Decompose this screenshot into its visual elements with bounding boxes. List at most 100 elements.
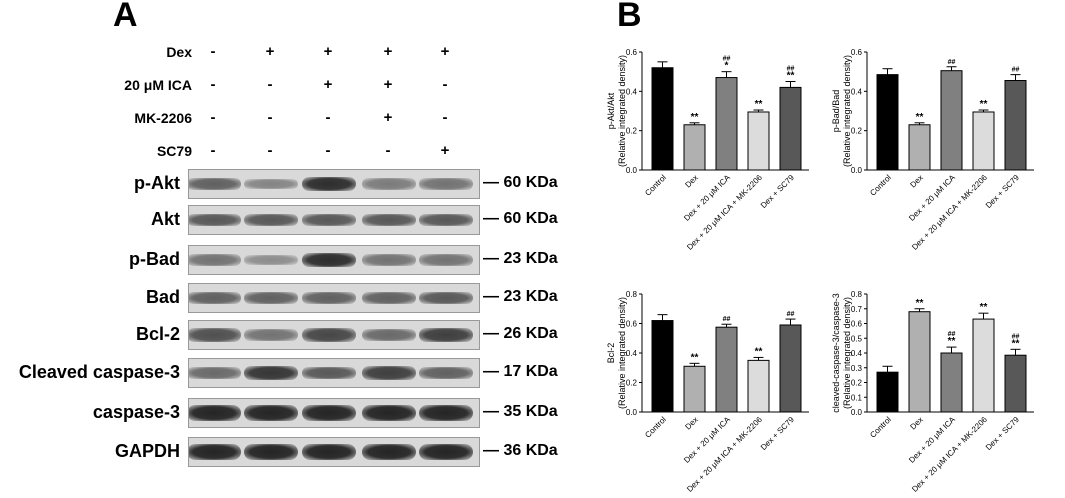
blot-band	[189, 254, 241, 266]
kda-text: 23 KDa	[503, 250, 558, 267]
blot-band	[362, 329, 416, 341]
treatment-sign: -	[210, 142, 216, 159]
blot-strip	[188, 398, 480, 428]
chart-p-akt: p-Akt/Akt(Relative integrated density)0.…	[606, 48, 809, 252]
blot-label: Bad	[145, 287, 180, 307]
significance-star: **	[948, 336, 956, 347]
y-tick-label: 0.7	[851, 305, 863, 314]
molecular-weight-label: — 23 KDa	[483, 288, 558, 306]
y-axis-label: cleaved-caspase-3/caspase-3(Relative int…	[831, 293, 852, 413]
marker-dash: —	[483, 442, 504, 459]
panel-b-letter: B	[617, 0, 642, 34]
significance-star: **	[1012, 338, 1020, 349]
treatment-sign: +	[440, 142, 450, 159]
significance-hash: ##	[787, 66, 795, 73]
marker-dash: —	[483, 325, 504, 342]
significance-star: **	[980, 99, 988, 110]
treatment-sign: +	[383, 109, 393, 126]
blot-band	[244, 178, 298, 190]
blot-strip	[188, 205, 480, 235]
blot-label: Bcl-2	[135, 324, 180, 344]
significance-star: **	[916, 112, 924, 123]
treatment-sign: -	[210, 43, 216, 60]
kda-text: 36 KDa	[503, 442, 558, 459]
significance-star: **	[755, 346, 763, 357]
treatment-sign: -	[442, 76, 448, 93]
blot-band	[244, 365, 298, 381]
blot-band	[189, 367, 241, 379]
x-tick-label: Control	[868, 415, 893, 440]
treatment-sign: -	[325, 109, 331, 126]
y-tick-label: 0.5	[851, 334, 863, 343]
molecular-weight-label: — 60 KDa	[483, 210, 558, 228]
treatment-label: 20 μM ICA	[124, 77, 192, 93]
blot-band	[244, 405, 298, 421]
blot-band	[419, 213, 473, 227]
blot-label: caspase-3	[92, 402, 180, 422]
y-tick-label: 0.2	[626, 379, 638, 388]
significance-hash: ##	[1012, 333, 1020, 340]
y-tick-label: 0.0	[851, 166, 863, 175]
blot-band	[302, 213, 356, 227]
marker-dash: —	[483, 363, 504, 380]
blot-strip	[188, 320, 480, 350]
x-tick-label: Dex + SC79	[984, 173, 1021, 210]
x-tick-label: Dex	[683, 173, 699, 189]
y-tick-label: 0.2	[851, 127, 863, 136]
x-tick-label: Dex	[908, 415, 924, 431]
marker-dash: —	[483, 174, 504, 191]
treatment-sign: +	[265, 43, 275, 60]
blot-band	[362, 254, 416, 266]
significance-star: **	[691, 352, 699, 363]
blot-label: p-Bad	[129, 249, 180, 269]
bar	[779, 324, 802, 413]
bar	[651, 67, 674, 171]
significance-hash: ##	[787, 311, 795, 318]
y-axis-label-line: (Relative integrated density)	[617, 55, 627, 167]
molecular-weight-label: — 23 KDa	[483, 250, 558, 268]
y-tick-label: 0.6	[851, 48, 863, 57]
blot-band	[244, 291, 298, 305]
blot-label: Akt	[150, 209, 180, 229]
treatment-sign: +	[323, 43, 333, 60]
y-tick-label: 0.8	[851, 290, 863, 299]
y-axis-label-line: p-Bad/Bad	[831, 90, 841, 133]
treatment-sign: -	[267, 76, 273, 93]
x-tick-label: Control	[643, 415, 668, 440]
blot-band	[419, 444, 473, 460]
bar	[940, 352, 963, 413]
y-tick-label: 0.4	[851, 87, 863, 96]
bar	[908, 124, 931, 171]
blot-band	[362, 366, 416, 380]
significance-hash: ##	[723, 316, 731, 323]
molecular-weight-label: — 36 KDa	[483, 442, 558, 460]
blot-band	[244, 254, 298, 266]
bar	[747, 111, 770, 171]
chart-p-bad: p-Bad/Bad(Relative integrated density)0.…	[831, 48, 1034, 252]
treatment-sign: -	[385, 142, 391, 159]
x-tick-label: Control	[868, 173, 893, 198]
marker-dash: —	[483, 288, 504, 305]
significance-hash: ##	[948, 59, 956, 66]
bar	[940, 70, 963, 171]
treatment-sign: -	[325, 142, 331, 159]
treatment-sign: -	[442, 109, 448, 126]
y-axis-label: p-Bad/Bad(Relative integrated density)	[831, 55, 852, 167]
molecular-weight-label: — 26 KDa	[483, 325, 558, 343]
marker-dash: —	[483, 403, 504, 420]
blot-band	[419, 366, 473, 380]
blot-band	[244, 329, 298, 341]
chart-bcl-2: Bcl-2(Relative integrated density)0.0 0.2…	[606, 290, 809, 494]
x-tick-label: Control	[643, 173, 668, 198]
y-tick-label: 0.6	[851, 320, 863, 329]
chart-cleaved-caspase-3: cleaved-caspase-3/caspase-3(Relative int…	[831, 290, 1034, 494]
blot-band	[302, 366, 356, 380]
y-tick-label: 0.0	[626, 408, 638, 417]
y-axis-label: Bcl-2(Relative integrated density)	[606, 297, 627, 409]
treatment-label: SC79	[156, 143, 192, 159]
blot-label: GAPDH	[114, 441, 180, 461]
blot-band	[189, 328, 241, 342]
kda-text: 60 KDa	[503, 210, 558, 227]
bar	[715, 326, 738, 413]
blot-band	[362, 405, 416, 421]
